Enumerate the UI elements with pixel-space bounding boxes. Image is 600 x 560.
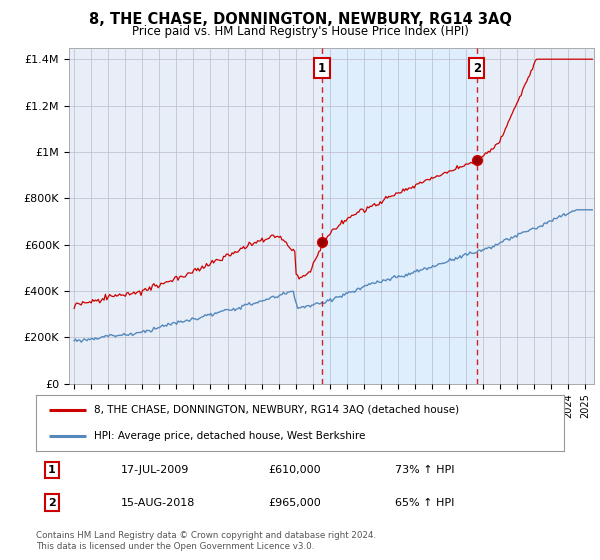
- Bar: [322, 48, 477, 384]
- Text: £610,000: £610,000: [268, 465, 321, 475]
- Text: 8, THE CHASE, DONNINGTON, NEWBURY, RG14 3AQ (detached house): 8, THE CHASE, DONNINGTON, NEWBURY, RG14 …: [94, 405, 459, 415]
- Text: 2: 2: [48, 498, 56, 507]
- Text: 2: 2: [473, 62, 481, 75]
- Text: 1: 1: [318, 62, 326, 75]
- Text: 8, THE CHASE, DONNINGTON, NEWBURY, RG14 3AQ: 8, THE CHASE, DONNINGTON, NEWBURY, RG14 …: [89, 12, 511, 27]
- Text: 73% ↑ HPI: 73% ↑ HPI: [395, 465, 455, 475]
- Text: Contains HM Land Registry data © Crown copyright and database right 2024.: Contains HM Land Registry data © Crown c…: [36, 531, 376, 540]
- Text: HPI: Average price, detached house, West Berkshire: HPI: Average price, detached house, West…: [94, 431, 365, 441]
- Text: This data is licensed under the Open Government Licence v3.0.: This data is licensed under the Open Gov…: [36, 542, 314, 550]
- Text: Price paid vs. HM Land Registry's House Price Index (HPI): Price paid vs. HM Land Registry's House …: [131, 25, 469, 38]
- Text: 15-AUG-2018: 15-AUG-2018: [121, 498, 195, 507]
- Text: 1: 1: [48, 465, 56, 475]
- Text: 65% ↑ HPI: 65% ↑ HPI: [395, 498, 454, 507]
- Text: £965,000: £965,000: [268, 498, 321, 507]
- Text: 17-JUL-2009: 17-JUL-2009: [121, 465, 189, 475]
